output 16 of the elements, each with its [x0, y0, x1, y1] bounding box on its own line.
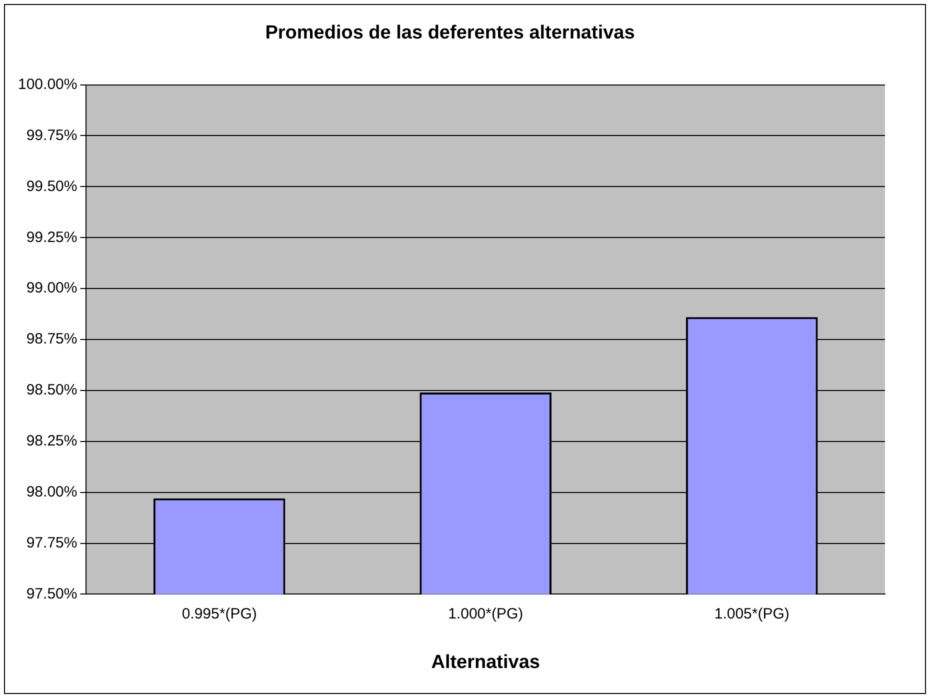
y-tick-label: 99.00%: [26, 280, 78, 297]
chart-title: Promedios de las deferentes alternativas: [265, 22, 635, 44]
y-tick-label: 98.75%: [26, 330, 78, 348]
y-tick-label: 99.25%: [26, 228, 78, 246]
y-tick-label: 97.50%: [26, 585, 78, 602]
y-tick-label: 100.00%: [18, 76, 78, 93]
x-tick-label: 0.995*(PG): [182, 605, 257, 622]
y-tick-label: 97.75%: [26, 534, 78, 552]
y-tick-label: 98.50%: [26, 382, 78, 399]
x-tick-label: 1.005*(PG): [714, 605, 790, 622]
y-tick-label: 98.00%: [26, 483, 78, 500]
y-tick-label: 99.75%: [26, 126, 78, 144]
y-tick-label: 98.25%: [26, 432, 78, 450]
y-tick-label: 99.50%: [26, 178, 78, 195]
x-axis-title: Alternativas: [431, 652, 540, 673]
x-tick-label: 1.000*(PG): [448, 605, 524, 622]
